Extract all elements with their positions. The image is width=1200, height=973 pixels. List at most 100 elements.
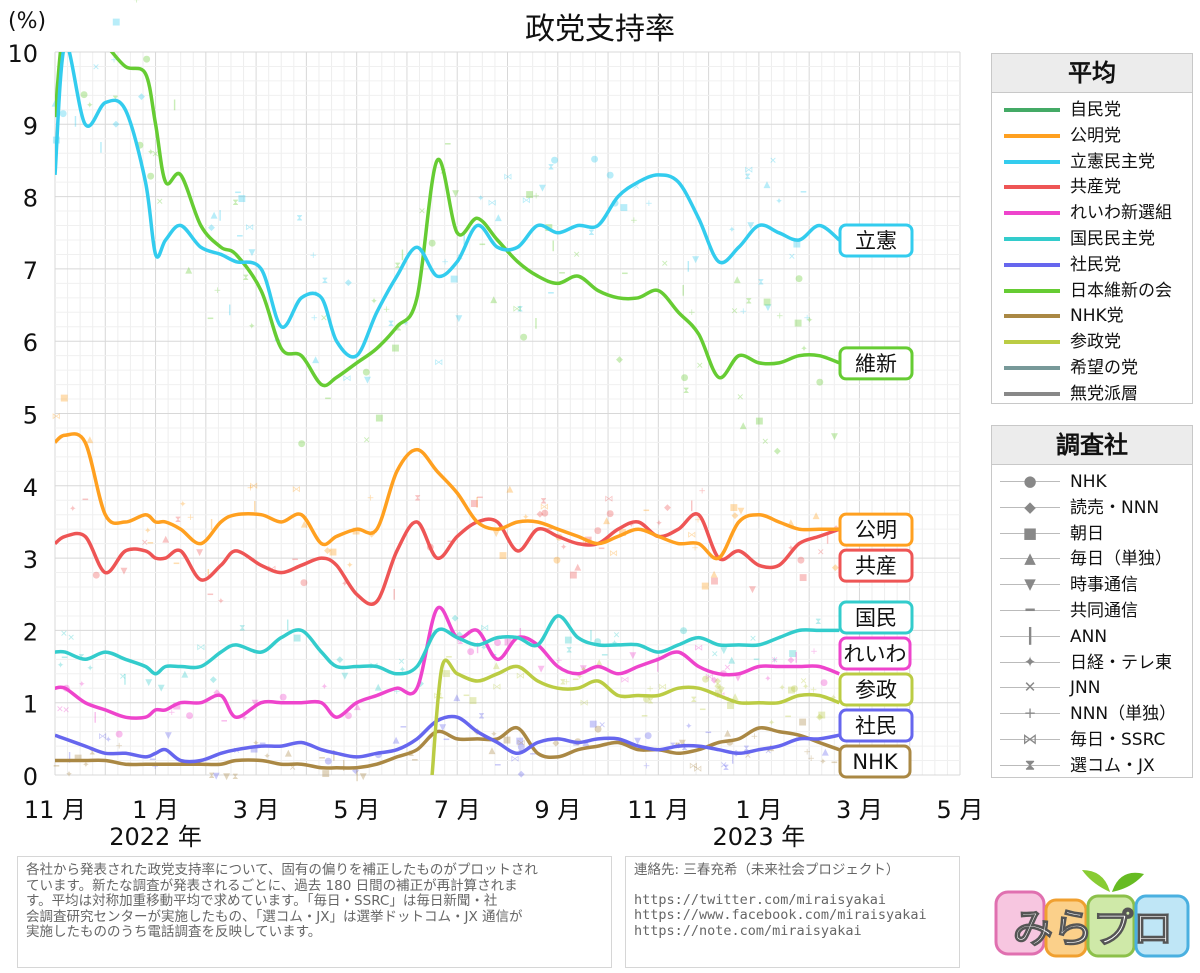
poll-point: ━: [61, 654, 68, 664]
poll-point: +: [810, 647, 818, 657]
poll-point: ■: [620, 203, 629, 213]
poll-point: ⋈: [488, 199, 497, 209]
poll-point: +: [691, 543, 699, 553]
poll-point: ■: [293, 634, 302, 644]
legend-row: 無党派層: [992, 382, 1192, 406]
poll-point: ━: [621, 269, 628, 279]
poll-point: ✕: [363, 436, 371, 446]
poll-point: ▲: [490, 295, 497, 305]
poll-point: ✦: [560, 543, 568, 553]
poll-point: ▼: [165, 731, 172, 741]
poll-point: ✦: [402, 319, 410, 329]
poll-point: ●: [702, 674, 710, 684]
legend-label: 朝日: [1070, 523, 1104, 544]
poll-point: ▼: [738, 507, 745, 517]
poll-point: ┃: [681, 284, 686, 296]
poll-point: ┃: [461, 233, 466, 245]
poll-point: ◆: [352, 766, 359, 776]
poll-point: +: [115, 742, 123, 752]
poll-point: +: [168, 708, 176, 718]
poll-point: ✦: [655, 519, 663, 529]
legend-row: れいわ新選組: [992, 201, 1192, 225]
legend-label: 社民党: [1070, 254, 1121, 275]
tag-box-共産: [838, 548, 914, 583]
poll-point: ✕: [724, 663, 732, 673]
poll-point: ━: [207, 315, 214, 325]
legend-swatch: [1004, 340, 1060, 345]
poll-point: ━: [400, 723, 407, 733]
poll-point: ■: [701, 582, 710, 592]
poll-point: ▲: [732, 692, 739, 702]
poll-point: ●: [606, 509, 614, 519]
y-tick-label: 1: [23, 691, 38, 719]
poll-point: ▲: [301, 519, 308, 529]
poll-point: ●: [345, 711, 353, 721]
poll-point: ✕: [761, 437, 769, 447]
legend-label: 日経・テレ東: [1070, 652, 1172, 673]
poll-point: ◆: [452, 613, 459, 623]
poll-point: ✕: [771, 656, 779, 666]
poll-point: +: [441, 257, 449, 267]
poll-point: +: [110, 55, 118, 65]
facebook-link[interactable]: https://www.facebook.com/miraisyakai: [634, 907, 927, 923]
poll-point: ✦: [252, 739, 260, 749]
contact-box: 連絡先: 三春充希（未来社会プロジェクト） https://twitter.co…: [625, 856, 960, 968]
note-link[interactable]: https://note.com/miraisyakai: [634, 922, 862, 939]
poll-point: ━: [601, 651, 608, 661]
poll-point: +: [645, 199, 653, 209]
legend-marker: ✦: [1000, 653, 1060, 671]
poll-point: ■: [391, 344, 400, 354]
poll-point: ✦: [321, 683, 329, 693]
legend-row: ┃ ANN: [992, 625, 1192, 649]
poll-point: +: [771, 656, 779, 666]
poll-point: ━: [236, 232, 243, 242]
marker-icon: ⋈: [1022, 730, 1038, 748]
tag-label-公明: 公明: [855, 518, 897, 542]
method-note: 各社から発表された政党支持率について、固有の偏りを補正したものがプロットされ て…: [17, 856, 612, 968]
legend-row: 自民党: [992, 98, 1192, 122]
poll-point: ⧗: [758, 277, 764, 287]
legend-label: れいわ新選組: [1070, 203, 1172, 224]
poll-point: ◆: [552, 739, 559, 749]
poll-point: ━: [699, 706, 706, 716]
poll-point: ┃: [354, 770, 359, 782]
poll-point: +: [694, 516, 702, 526]
legend-label: 自民党: [1070, 100, 1121, 120]
legend-row: 立憲民主党: [992, 150, 1192, 174]
poll-point: ✕: [398, 657, 406, 667]
poll-point: +: [776, 311, 784, 321]
poll-point: ┃: [475, 642, 480, 654]
poll-point: ●: [681, 373, 689, 383]
twitter-link[interactable]: https://twitter.com/miraisyakai: [634, 891, 886, 908]
poll-point: ✕: [152, 150, 160, 160]
tag-label-国民: 国民: [855, 606, 897, 630]
poll-point: ┃: [518, 627, 523, 639]
poll-point: +: [555, 656, 563, 666]
poll-point: ▲: [312, 355, 319, 365]
poll-point: ⧗: [209, 771, 215, 781]
poll-point: +: [751, 732, 759, 742]
legend-row: + NNN（単独）: [992, 702, 1192, 726]
poll-point: ▼: [452, 189, 459, 199]
poll-point: ✦: [370, 297, 378, 307]
poll-point: ■: [503, 735, 512, 745]
legend-row: 日本維新の会: [992, 279, 1192, 303]
legend-row: 参政党: [992, 330, 1192, 354]
poll-point: ┃: [689, 500, 694, 512]
poll-point: ⧗: [723, 763, 729, 773]
poll-point: ◆: [664, 503, 671, 513]
poll-point: ●: [147, 172, 155, 182]
poll-point: ⋈: [292, 485, 301, 495]
poll-point: ▲: [822, 748, 829, 758]
poll-point: ●: [300, 578, 308, 588]
legend-label: NHK党: [1070, 306, 1124, 327]
poll-point: ⋈: [98, 732, 107, 742]
poll-point: ▲: [711, 570, 718, 580]
poll-point: ┃: [285, 619, 290, 631]
poll-point: ⋈: [492, 683, 501, 693]
poll-point: ●: [551, 155, 559, 165]
poll-point: ◆: [336, 655, 343, 665]
logo-lettering: みらプロ: [1013, 906, 1173, 952]
poll-point: ━: [147, 539, 154, 549]
